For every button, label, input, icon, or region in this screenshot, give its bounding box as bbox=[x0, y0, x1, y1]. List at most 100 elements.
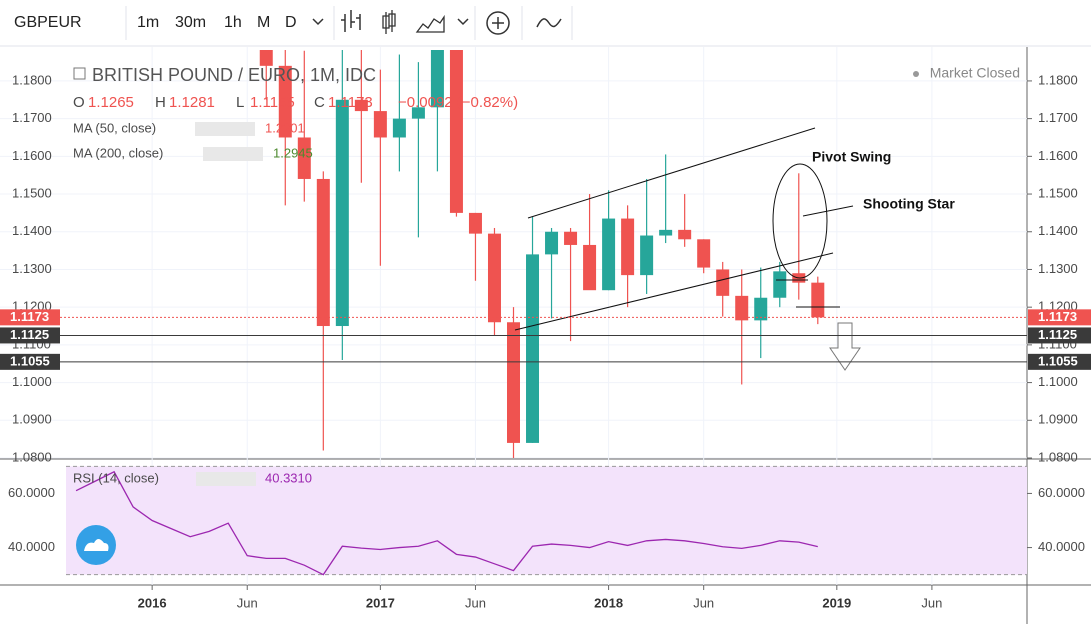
interval[interactable]: 1m bbox=[137, 14, 159, 31]
y-tick-label: 60.0000 bbox=[8, 485, 55, 500]
annotation: Shooting Star bbox=[863, 196, 955, 212]
status-dot bbox=[913, 71, 919, 77]
candle-body bbox=[297, 137, 311, 179]
candle-body bbox=[602, 218, 616, 291]
candle-body bbox=[392, 118, 406, 138]
candle-body bbox=[678, 229, 692, 240]
indicator-value: 1.2201 bbox=[265, 120, 305, 135]
x-tick-label: Jun bbox=[465, 595, 486, 610]
x-tick-label: 2017 bbox=[366, 595, 395, 610]
indicator-name: MA (200, close) bbox=[73, 145, 163, 160]
y-tick-label: 1.1600 bbox=[12, 148, 52, 163]
y-tick-label: 1.0800 bbox=[1038, 449, 1078, 464]
pointer-line bbox=[802, 205, 854, 217]
price-label-bg bbox=[1028, 309, 1091, 326]
price-label: 1.1173 bbox=[10, 309, 49, 324]
rsi-name: RSI (14, close) bbox=[73, 470, 159, 485]
candle-body bbox=[373, 111, 387, 138]
candle-body bbox=[583, 244, 597, 291]
y-tick-label: 40.0000 bbox=[8, 539, 55, 554]
annotation: Pivot Swing bbox=[812, 149, 891, 165]
indicator-controls[interactable] bbox=[195, 122, 255, 136]
price-label-bg bbox=[1028, 327, 1091, 344]
candle-body bbox=[411, 107, 425, 119]
y-tick-label: 1.1700 bbox=[12, 110, 52, 125]
x-tick-label: Jun bbox=[921, 595, 942, 610]
ohlc-label: H bbox=[155, 94, 166, 111]
ohlc-value: 1.1265 bbox=[88, 94, 134, 111]
candles bbox=[259, 50, 825, 458]
price-label: 1.1173 bbox=[1038, 309, 1077, 324]
price-label-bg bbox=[0, 353, 60, 370]
price-label-bg bbox=[1028, 353, 1091, 370]
price-label-bg bbox=[0, 309, 60, 326]
chart-title: BRITISH POUND / EURO, 1M, IDC bbox=[92, 65, 376, 85]
y-tick-label: 1.1800 bbox=[1038, 72, 1078, 87]
y-tick-label: 1.1400 bbox=[12, 223, 52, 238]
candle-body bbox=[259, 50, 273, 66]
candle-body bbox=[430, 50, 444, 108]
add-icon bbox=[492, 17, 504, 29]
y-tick-label: 1.1500 bbox=[1038, 185, 1078, 200]
y-tick-label: 1.1300 bbox=[1038, 261, 1078, 276]
symbol[interactable]: GBPEUR bbox=[14, 14, 82, 31]
x-tick-label: 2019 bbox=[822, 595, 851, 610]
candle-body bbox=[811, 282, 825, 318]
highlight-ellipse bbox=[772, 163, 828, 279]
ohlc-value: 1.1281 bbox=[169, 94, 215, 111]
interval[interactable]: 30m bbox=[175, 14, 206, 31]
interval[interactable]: D bbox=[285, 14, 297, 31]
y-tick-label: 1.0900 bbox=[12, 412, 52, 427]
y-tick-label: 1.1000 bbox=[12, 374, 52, 389]
ohlc-value: 1.1173 bbox=[328, 94, 373, 111]
price-label: 1.1055 bbox=[1038, 353, 1078, 368]
indicator-name: MA (50, close) bbox=[73, 120, 156, 135]
rsi-line bbox=[75, 470, 818, 576]
candle-body bbox=[640, 235, 654, 276]
market-status: Market Closed bbox=[930, 65, 1020, 81]
candle-body bbox=[526, 254, 540, 443]
channel-line bbox=[527, 127, 816, 219]
dropdown-icon[interactable] bbox=[457, 18, 469, 26]
compare-icon[interactable] bbox=[536, 18, 562, 28]
x-tick-label: Jun bbox=[693, 595, 714, 610]
interval[interactable]: 1h bbox=[224, 14, 242, 31]
add-indicator[interactable] bbox=[486, 11, 510, 35]
interval[interactable]: M bbox=[257, 14, 270, 31]
area-icon[interactable] bbox=[415, 14, 445, 33]
price-label: 1.1125 bbox=[10, 327, 49, 342]
y-tick-label: 1.0900 bbox=[1038, 412, 1078, 427]
candle-body bbox=[545, 231, 559, 255]
candles-icon[interactable] bbox=[382, 10, 396, 34]
candle-body bbox=[621, 218, 635, 276]
collapse-icon[interactable] bbox=[73, 67, 86, 80]
ohlc-label: L bbox=[236, 94, 244, 111]
y-tick-label: 1.1000 bbox=[1038, 374, 1078, 389]
y-tick-label: 1.1700 bbox=[1038, 110, 1078, 125]
x-tick-label: 2016 bbox=[138, 595, 167, 610]
candle-body bbox=[335, 99, 349, 327]
grid: 1.0800 1.0800 1.0900 1.0900 1.1000 1.1000 1.11… bbox=[0, 47, 1078, 610]
change: −0.0092 (−0.82%) bbox=[398, 94, 518, 111]
y-tick-label: 1.1400 bbox=[1038, 223, 1078, 238]
candle-body bbox=[487, 233, 501, 323]
bars-icon[interactable] bbox=[341, 10, 361, 32]
candle-body bbox=[564, 231, 578, 245]
indicator-controls[interactable] bbox=[196, 472, 256, 486]
ohlc-label: O bbox=[73, 94, 85, 111]
price-label: 1.1055 bbox=[10, 353, 50, 368]
indicator-controls[interactable] bbox=[203, 147, 263, 161]
candle-body bbox=[773, 271, 787, 298]
dropdown-icon[interactable] bbox=[312, 18, 324, 26]
candle-body bbox=[735, 295, 749, 321]
ohlc-value: 1.1155 bbox=[250, 94, 295, 111]
x-tick-label: 2018 bbox=[594, 595, 623, 610]
y-tick-label: 1.1300 bbox=[12, 261, 52, 276]
x-tick-label: Jun bbox=[237, 595, 258, 610]
candle-body bbox=[754, 297, 768, 321]
candle-body bbox=[507, 322, 520, 443]
candle-body bbox=[449, 50, 463, 213]
candle-body bbox=[354, 99, 368, 112]
